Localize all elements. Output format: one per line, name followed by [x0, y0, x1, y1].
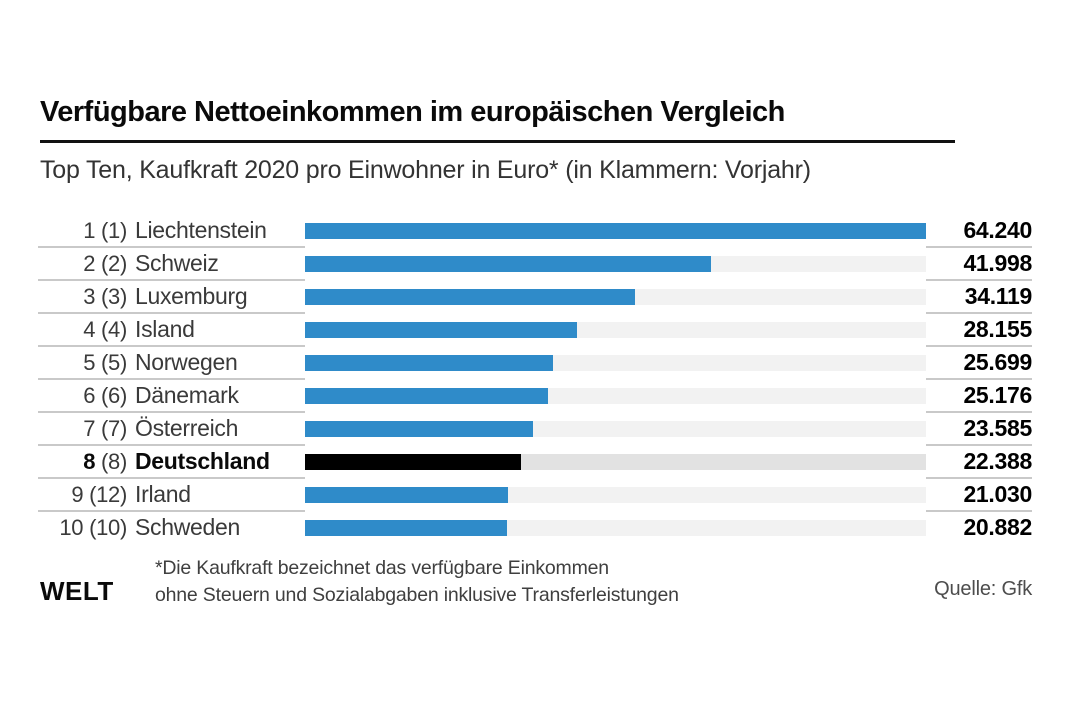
bar-track: [305, 420, 926, 437]
row-country-label: Deutschland: [135, 448, 270, 474]
row-country-label: Dänemark: [135, 382, 239, 408]
row-prev-rank: (12): [89, 481, 127, 507]
bar-track: [305, 354, 926, 371]
row-country-label: Schweiz: [135, 250, 219, 276]
row-rank: 2 (2): [38, 251, 127, 277]
chart-row: 5 (5) Norwegen 25.699: [38, 346, 1032, 380]
row-country-label: Österreich: [135, 415, 239, 441]
row-rank: 8 (8): [38, 449, 127, 475]
row-rank: 3 (3): [38, 284, 127, 310]
welt-logo: WELT: [40, 576, 114, 606]
row-country-label: Schweden: [135, 514, 241, 540]
row-value: 34.119: [964, 283, 1033, 309]
chart-row: 1 (1) Liechtenstein 64.240: [38, 214, 1032, 248]
chart-row: 9 (12) Irland 21.030: [38, 478, 1032, 512]
row-rank: 1 (1): [38, 218, 127, 244]
row-rank-number: 1: [83, 217, 96, 243]
bar: [305, 354, 554, 371]
bar-track: [305, 453, 926, 470]
chart-row: 10 (10) Schweden 20.882: [38, 511, 1032, 544]
row-prev-rank: (8): [101, 448, 127, 474]
row-prev-rank: (2): [101, 250, 127, 276]
chart-row: 7 (7) Österreich 23.585: [38, 412, 1032, 446]
footnote-line-1: *Die Kaufkraft bezeichnet das verfügbare…: [155, 557, 609, 579]
row-prev-rank: (4): [101, 316, 127, 342]
footnote: *Die Kaufkraft bezeichnet das verfügbare…: [155, 555, 679, 609]
bar-track: [305, 222, 926, 239]
source-credit: Quelle: Gfk: [934, 578, 1032, 600]
page-title: Verfügbare Nettoeinkommen im europäische…: [40, 96, 785, 128]
row-value: 20.882: [963, 514, 1032, 540]
row-value: 21.030: [963, 481, 1032, 507]
row-rank: 10 (10): [38, 515, 127, 541]
row-prev-rank: (3): [101, 283, 127, 309]
bar: [305, 255, 711, 272]
row-country-label: Norwegen: [135, 349, 238, 375]
row-rank: 6 (6): [38, 383, 127, 409]
bar-track: [305, 255, 926, 272]
row-prev-rank: (5): [101, 349, 127, 375]
row-country-label: Luxemburg: [135, 283, 248, 309]
chart-row: 6 (6) Dänemark 25.176: [38, 379, 1032, 413]
row-country-label: Island: [135, 316, 195, 342]
row-rank-number: 9: [71, 481, 84, 507]
chart-row: 4 (4) Island 28.155: [38, 313, 1032, 347]
row-prev-rank: (10): [89, 514, 127, 540]
row-value: 25.699: [963, 349, 1032, 375]
bar-track: [305, 288, 926, 305]
bar-track: [305, 486, 926, 503]
bar: [305, 321, 578, 338]
bar: [305, 222, 926, 239]
row-value: 22.388: [963, 448, 1032, 474]
title-rule: [40, 140, 955, 144]
chart-row: 2 (2) Schweiz 41.998: [38, 247, 1032, 281]
row-rank-number: 8: [83, 448, 96, 474]
chart-header: Verfügbare Nettoeinkommen im europäische…: [40, 96, 980, 185]
row-value: 41.998: [963, 250, 1032, 276]
chart-subtitle: Top Ten, Kaufkraft 2020 pro Einwohner in…: [40, 156, 811, 185]
row-rank: 9 (12): [38, 482, 127, 508]
bar-track: [305, 387, 926, 404]
row-value: 64.240: [963, 217, 1032, 243]
row-prev-rank: (6): [101, 382, 127, 408]
bar: [305, 387, 549, 404]
row-rank: 4 (4): [38, 317, 127, 343]
bar: [305, 420, 533, 437]
bar-chart: 1 (1) Liechtenstein 64.240 2 (2) Schweiz…: [38, 214, 1032, 544]
bar-track: [305, 321, 926, 338]
row-rank: 5 (5): [38, 350, 127, 376]
row-country-label: Irland: [135, 481, 191, 507]
chart-row: 8 (8) Deutschland 22.388: [38, 445, 1032, 479]
bar: [305, 288, 635, 305]
row-rank-number: 10: [59, 514, 84, 540]
bar: [305, 519, 507, 536]
chart-row: 3 (3) Luxemburg 34.119: [38, 280, 1033, 314]
row-rank-number: 5: [83, 349, 96, 375]
row-country-label: Liechtenstein: [135, 217, 267, 243]
bar: [305, 453, 522, 470]
row-rank-number: 2: [83, 250, 96, 276]
bar-track: [305, 519, 926, 536]
row-rank-number: 3: [83, 283, 96, 309]
row-prev-rank: (1): [101, 217, 127, 243]
footnote-line-2: ohne Steuern und Sozialabgaben inklusive…: [155, 584, 679, 606]
row-rank-number: 6: [83, 382, 96, 408]
bar: [305, 486, 509, 503]
row-rank-number: 4: [83, 316, 96, 342]
row-rank-number: 7: [83, 415, 96, 441]
row-prev-rank: (7): [101, 415, 127, 441]
row-value: 23.585: [963, 415, 1032, 441]
row-rank: 7 (7): [38, 416, 127, 442]
row-value: 25.176: [963, 382, 1032, 408]
row-value: 28.155: [963, 316, 1032, 342]
